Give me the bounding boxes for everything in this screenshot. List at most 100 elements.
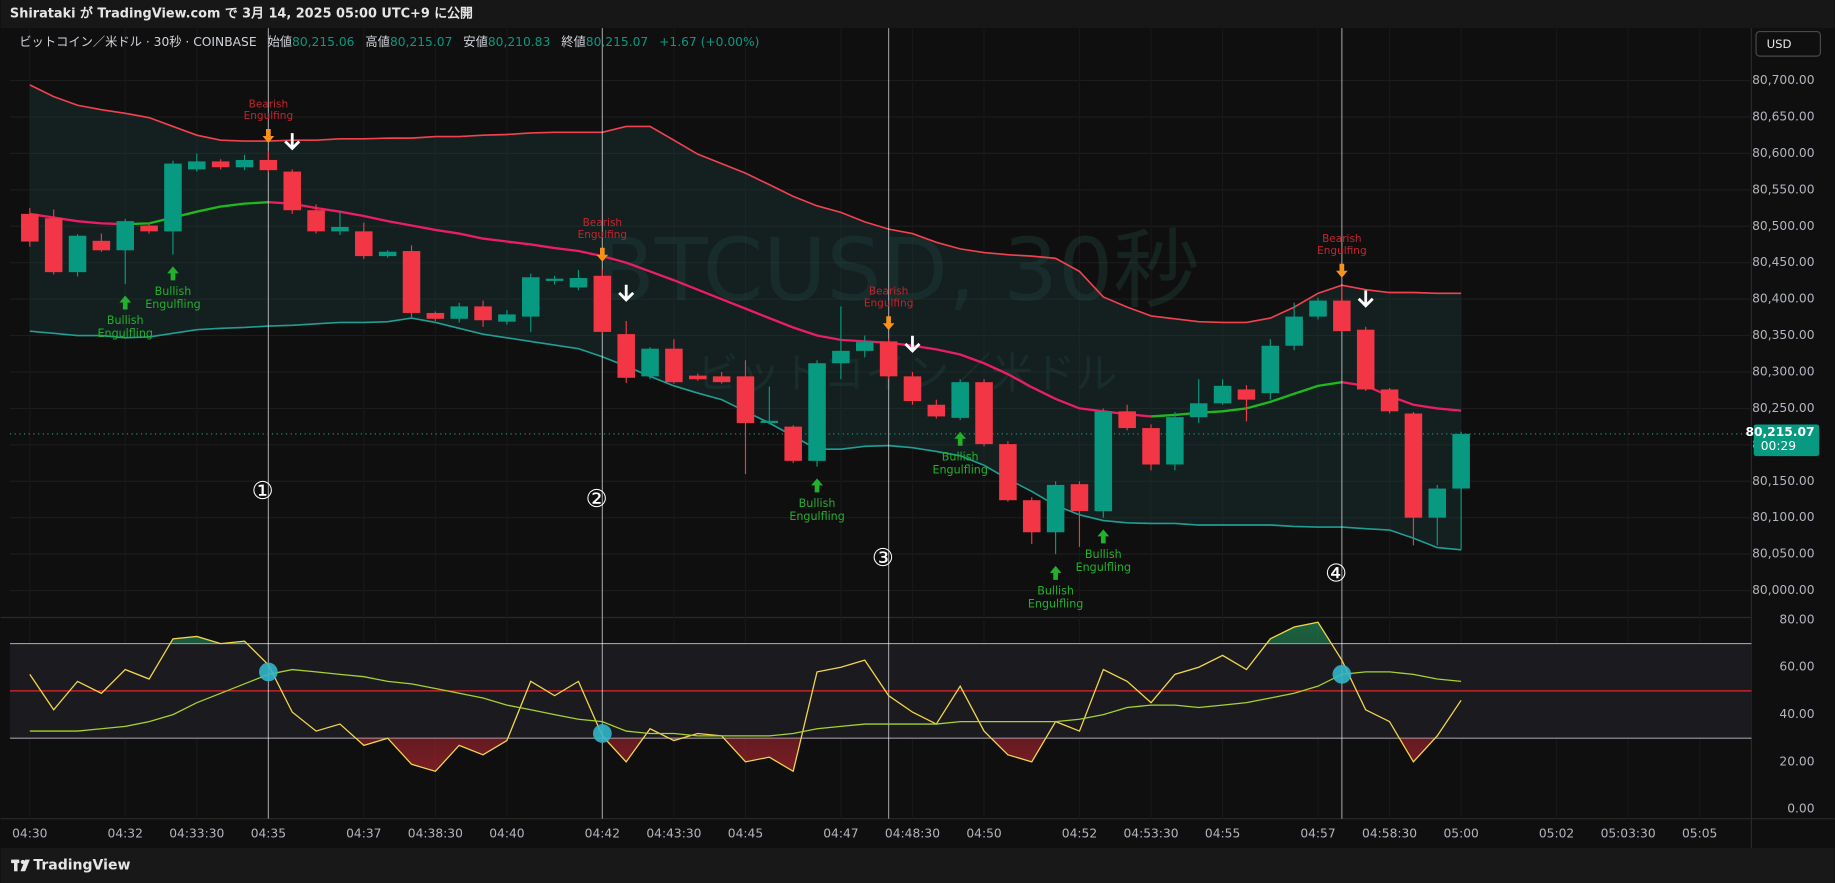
last-price-box xyxy=(1753,424,1820,457)
annotation-label: ③ xyxy=(872,543,894,572)
candle-body xyxy=(164,163,182,232)
candle-body xyxy=(498,314,516,322)
candle-body xyxy=(1452,433,1470,489)
candle-body xyxy=(259,159,278,171)
candle-body xyxy=(808,363,826,461)
candle-body xyxy=(1094,411,1113,512)
currency-button[interactable] xyxy=(1755,30,1821,57)
y-tick-label: 80,700.00 xyxy=(1752,73,1814,87)
watermark: BTCUSD, 30秒 xyxy=(596,221,1200,321)
candle-body xyxy=(1285,316,1303,346)
candle-body xyxy=(1046,484,1065,533)
candle-body xyxy=(736,376,755,423)
legend-field-label: 終値 xyxy=(561,34,586,49)
confirm-arrow xyxy=(904,335,921,353)
legend-field-value: 80,215.06 xyxy=(292,35,355,49)
pattern-label: Engulfling xyxy=(932,463,987,476)
y-tick-label: 0.00 xyxy=(1787,802,1814,816)
candle-body xyxy=(1404,413,1423,518)
x-tick-label: 05:02 xyxy=(1539,826,1574,840)
candle-body xyxy=(712,376,731,383)
logo-part xyxy=(20,859,30,872)
published-note: Shirataki が TradingView.com で 3月 14, 202… xyxy=(10,6,473,22)
pattern-label: Engulfling xyxy=(1076,561,1131,574)
y-tick-label: 80,150.00 xyxy=(1752,474,1814,488)
candle-body xyxy=(688,375,707,380)
y-tick-label: 80,000.00 xyxy=(1752,583,1814,597)
pattern-label: Engulfing xyxy=(578,229,628,241)
layer-marks xyxy=(21,128,1470,743)
candle-body xyxy=(522,277,540,317)
legend-field-value: 80,210.83 xyxy=(488,35,550,49)
x-tick-label: 04:50 xyxy=(966,826,1001,840)
x-tick-label: 04:47 xyxy=(823,826,858,840)
legend-field-label: 高値 xyxy=(365,34,390,49)
layer-text: 80,000.00 80,050.00 80,100.00 80,150.00 80,2… xyxy=(12,73,1820,840)
candle-body xyxy=(44,218,63,273)
legend-field-value: 80,215.07 xyxy=(586,35,648,49)
signal-dot xyxy=(592,724,612,743)
legend-symbol: ビットコイン／米ドル · 30秒 · COINBASE xyxy=(19,35,256,49)
y-tick-label: 60.00 xyxy=(1779,660,1814,674)
candle-body xyxy=(1428,488,1447,518)
candle-body xyxy=(1142,428,1160,465)
last-price-label: 80,215.07 xyxy=(1745,425,1814,439)
x-tick-label: 04:57 xyxy=(1300,826,1335,840)
y-tick-label: 80,300.00 xyxy=(1752,364,1814,378)
candle-body xyxy=(1166,417,1184,465)
pattern-arrow xyxy=(1097,529,1110,544)
candle-body xyxy=(1333,300,1351,332)
candle-body xyxy=(784,426,802,461)
pattern-label: Engulfing xyxy=(864,297,914,309)
logo-part xyxy=(14,859,18,872)
x-tick-label: 04:35 xyxy=(251,826,286,840)
x-tick-label: 04:55 xyxy=(1205,826,1240,840)
pattern-arrow xyxy=(119,295,132,310)
y-tick-label: 80.00 xyxy=(1779,612,1814,626)
candle-body xyxy=(355,231,373,257)
annotation-label: ④ xyxy=(1325,559,1347,588)
pattern-label: Bullish xyxy=(942,450,979,463)
pattern-label: Bearish xyxy=(249,98,289,110)
x-tick-label: 04:58:30 xyxy=(1362,826,1417,840)
pattern-label: Engulfing xyxy=(244,110,294,122)
annotation-label: ① xyxy=(252,476,274,505)
candle-body xyxy=(1261,345,1280,394)
candle-body xyxy=(593,275,612,332)
y-tick-label: 80,650.00 xyxy=(1752,109,1814,123)
candle-body xyxy=(903,376,922,402)
x-tick-label: 04:37 xyxy=(346,826,381,840)
candle-body xyxy=(832,350,850,364)
y-tick-label: 40.00 xyxy=(1779,707,1814,721)
countdown-label: 00:29 xyxy=(1761,439,1796,453)
x-tick-label: 04:52 xyxy=(1062,826,1097,840)
currency-label[interactable]: USD xyxy=(1767,37,1792,51)
candle-body xyxy=(450,306,468,319)
candle-body xyxy=(1213,385,1232,404)
candle-body xyxy=(569,277,588,288)
x-tick-label: 05:03:30 xyxy=(1601,826,1656,840)
y-tick-label: 80,350.00 xyxy=(1752,328,1814,342)
candle-body xyxy=(474,306,492,321)
top-bar xyxy=(0,0,1835,29)
candle-body xyxy=(116,221,135,251)
legend: ビットコイン／米ドル · 30秒 · COINBASE 始値80,215.06 … xyxy=(19,34,759,49)
zone-fill xyxy=(355,738,1436,772)
candle-body xyxy=(307,210,325,232)
x-tick-label: 05:05 xyxy=(1682,826,1717,840)
candle-body xyxy=(1309,300,1327,317)
annotation-label: ② xyxy=(585,484,607,513)
bottom-bar xyxy=(0,847,1835,883)
pattern-label: Bullish xyxy=(1085,548,1122,561)
pattern-label: Engulfling xyxy=(145,298,200,311)
x-tick-label: 04:40 xyxy=(489,826,524,840)
y-tick-label: 80,050.00 xyxy=(1752,547,1814,561)
candle-body xyxy=(760,420,779,423)
candle-body xyxy=(855,342,874,351)
pattern-label: Bearish xyxy=(1322,233,1362,245)
legend-field-label: 始値 xyxy=(268,34,293,49)
legend-field-value: 80,215.07 xyxy=(390,35,452,49)
pattern-label: Bullish xyxy=(155,285,192,298)
pattern-label: Bullish xyxy=(1037,585,1074,598)
